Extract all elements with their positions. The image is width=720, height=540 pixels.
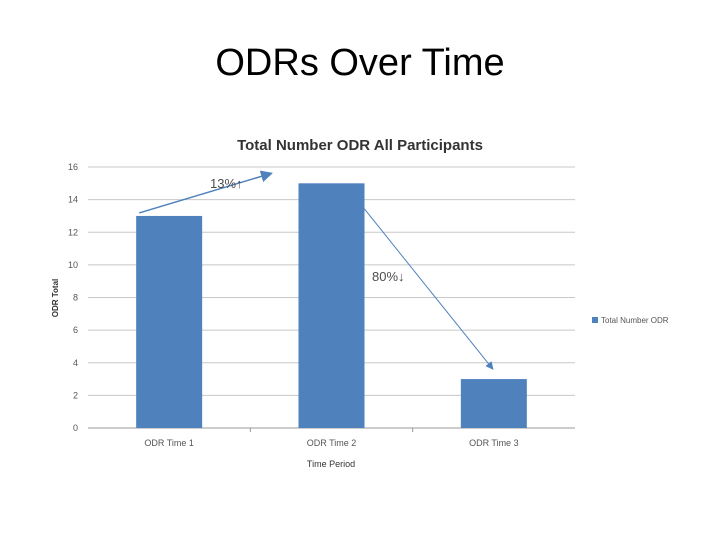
y-tick-label: 2 <box>73 390 78 400</box>
x-tick-label: ODR Time 1 <box>144 438 194 448</box>
bar <box>460 379 527 428</box>
legend-swatch <box>592 317 598 323</box>
y-tick-label: 10 <box>68 260 78 270</box>
bar <box>298 183 365 428</box>
decrease-arrow <box>353 194 494 370</box>
x-axis-title: Time Period <box>307 459 355 469</box>
increase-arrow <box>138 170 273 214</box>
y-tick-label: 12 <box>68 227 78 237</box>
y-tick-label: 8 <box>73 293 78 303</box>
chart-title: Total Number ODR All Participants <box>237 137 483 154</box>
y-tick-label: 6 <box>73 325 78 335</box>
y-axis-title: ODR Total <box>51 279 60 318</box>
increase-annotation: 13%↑ <box>210 176 243 191</box>
y-tick-label: 4 <box>73 358 78 368</box>
y-tick-label: 14 <box>68 195 78 205</box>
y-tick-label: 16 <box>68 162 78 172</box>
slide-title: ODRs Over Time <box>215 42 505 84</box>
x-tick-label: ODR Time 3 <box>469 438 519 448</box>
bar <box>136 215 203 428</box>
x-tick-label: ODR Time 2 <box>307 438 357 448</box>
decrease-annotation: 80%↓ <box>372 269 405 284</box>
legend-label: Total Number ODR <box>601 316 669 325</box>
y-tick-label: 0 <box>73 423 78 433</box>
